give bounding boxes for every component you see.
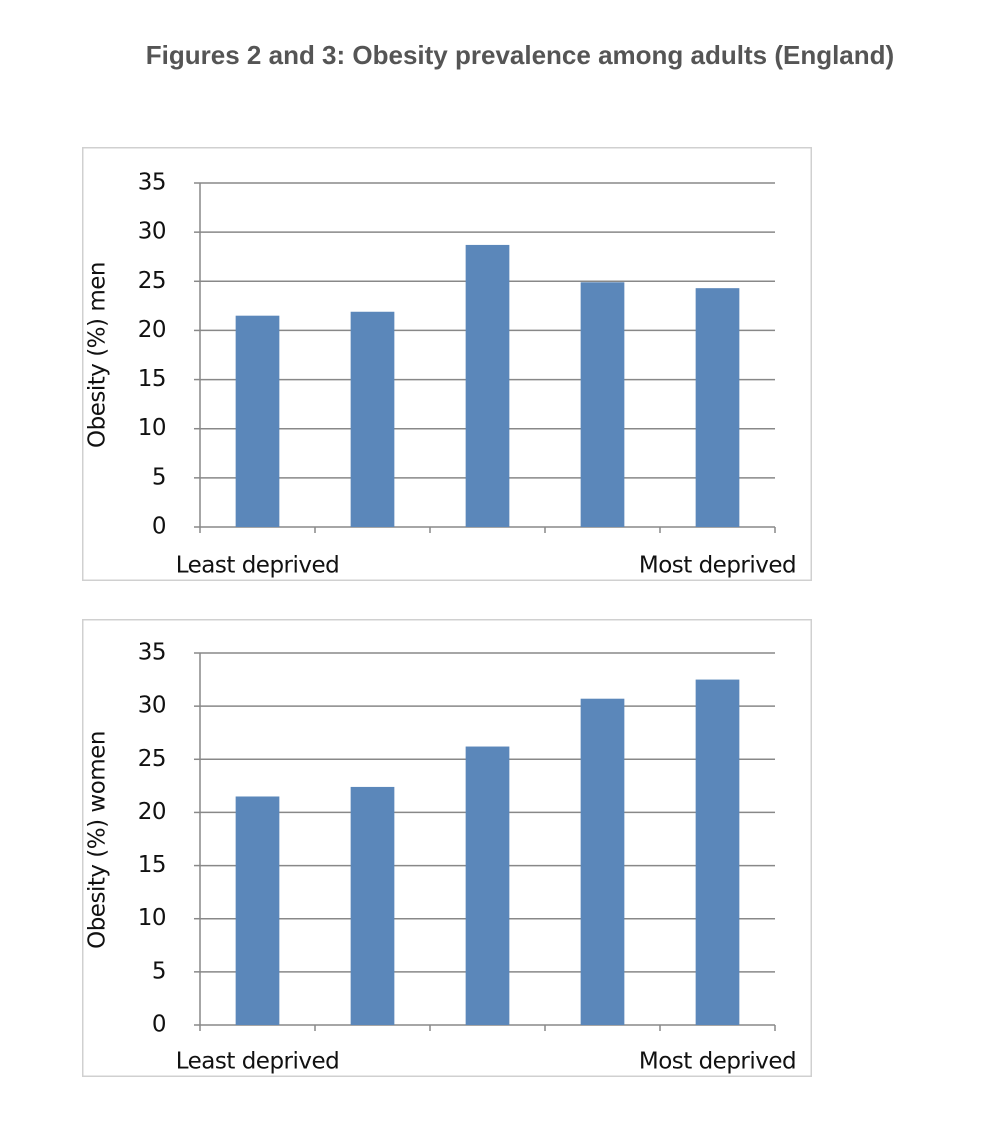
y-tick-label: 25 [138, 268, 166, 294]
chart: 0 5 10 15 20 25 30 35 Obesity (%) men Least depri… [82, 147, 812, 581]
chart-frame [82, 619, 812, 1077]
x-tick-label: Least deprived [176, 553, 340, 579]
bar [580, 282, 625, 527]
y-tick-label: 15 [138, 366, 166, 392]
y-tick-label: 35 [138, 170, 166, 196]
bar [580, 698, 625, 1025]
y-tick-label: 25 [138, 746, 166, 772]
y-tick-label: 5 [152, 464, 166, 490]
y-tick-label: 10 [138, 905, 166, 931]
x-tick-label: Most deprived [639, 1049, 796, 1075]
y-axis-label: Obesity (%) women [85, 731, 111, 949]
y-tick-label: 30 [138, 693, 166, 719]
x-tick-label: Least deprived [176, 1049, 340, 1075]
y-tick-label: 0 [152, 1012, 166, 1038]
y-axis-label: Obesity (%) men [85, 262, 111, 448]
y-tick-label: 5 [152, 958, 166, 984]
y-tick-label: 20 [138, 799, 166, 825]
bar [235, 315, 280, 527]
bar [465, 746, 510, 1025]
y-tick-label: 10 [138, 415, 166, 441]
page-title: Figures 2 and 3: Obesity prevalence amon… [145, 40, 895, 70]
bar [695, 679, 740, 1025]
y-tick-label: 15 [138, 852, 166, 878]
bar [350, 786, 395, 1025]
x-tick-label: Most deprived [639, 553, 796, 579]
bar [235, 796, 280, 1025]
bar [695, 288, 740, 527]
chart: 0 5 10 15 20 25 30 35 Obesity (%) women Least dep… [82, 619, 812, 1077]
y-tick-label: 35 [138, 640, 166, 666]
chart-frame [82, 147, 812, 581]
bar [465, 244, 510, 528]
y-tick-label: 20 [138, 317, 166, 343]
y-tick-label: 0 [152, 514, 166, 540]
bar [350, 311, 395, 527]
y-tick-label: 30 [138, 219, 166, 245]
